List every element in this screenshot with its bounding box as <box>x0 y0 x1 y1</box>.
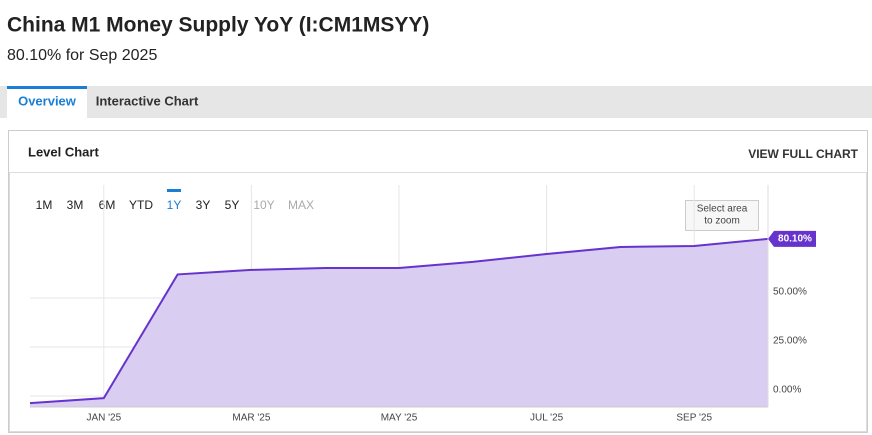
tab-indicator <box>7 86 87 89</box>
range-button[interactable]: 6M <box>99 198 116 212</box>
zoom-hint: to zoom <box>704 216 740 227</box>
range-button[interactable]: 3Y <box>196 198 211 212</box>
range-button[interactable]: 3M <box>67 198 84 212</box>
view-full-chart[interactable]: VIEW FULL CHART <box>748 147 858 161</box>
chart-frame <box>9 172 867 432</box>
tab-active <box>7 86 87 118</box>
x-tick-label: MAY '25 <box>381 413 418 424</box>
line <box>29 237 769 405</box>
page-subtitle: 80.10% for Sep 2025 <box>7 47 157 64</box>
y-tick-label: 50.00% <box>773 287 807 298</box>
range-button[interactable]: 5Y <box>225 198 240 212</box>
x-tick-label: JAN '25 <box>86 413 121 424</box>
page-title: China M1 Money Supply YoY (I:CM1MSYY) <box>7 14 429 37</box>
range-button[interactable]: YTD <box>129 198 153 212</box>
tab[interactable]: Overview <box>18 93 77 108</box>
value-tag <box>768 230 816 247</box>
area <box>30 238 768 407</box>
range-button[interactable]: 1M <box>36 198 53 212</box>
value-label: 80.10% <box>778 234 812 245</box>
tab-bar <box>0 86 872 118</box>
panel-title: Level Chart <box>28 144 99 159</box>
range-button[interactable]: 10Y <box>253 198 274 212</box>
range-button[interactable]: 1Y <box>167 198 182 212</box>
zoom-hint-box <box>685 200 759 231</box>
range-button[interactable]: MAX <box>288 198 314 212</box>
range-active-bar <box>167 189 181 192</box>
y-tick-label: 25.00% <box>773 336 807 347</box>
tab[interactable]: Interactive Chart <box>96 93 199 108</box>
zoom-hint: Select area <box>697 204 748 215</box>
x-tick-label: JUL '25 <box>530 413 564 424</box>
x-tick-label: SEP '25 <box>676 413 712 424</box>
y-tick-label: 0.00% <box>773 385 801 396</box>
x-tick-label: MAR '25 <box>232 413 270 424</box>
